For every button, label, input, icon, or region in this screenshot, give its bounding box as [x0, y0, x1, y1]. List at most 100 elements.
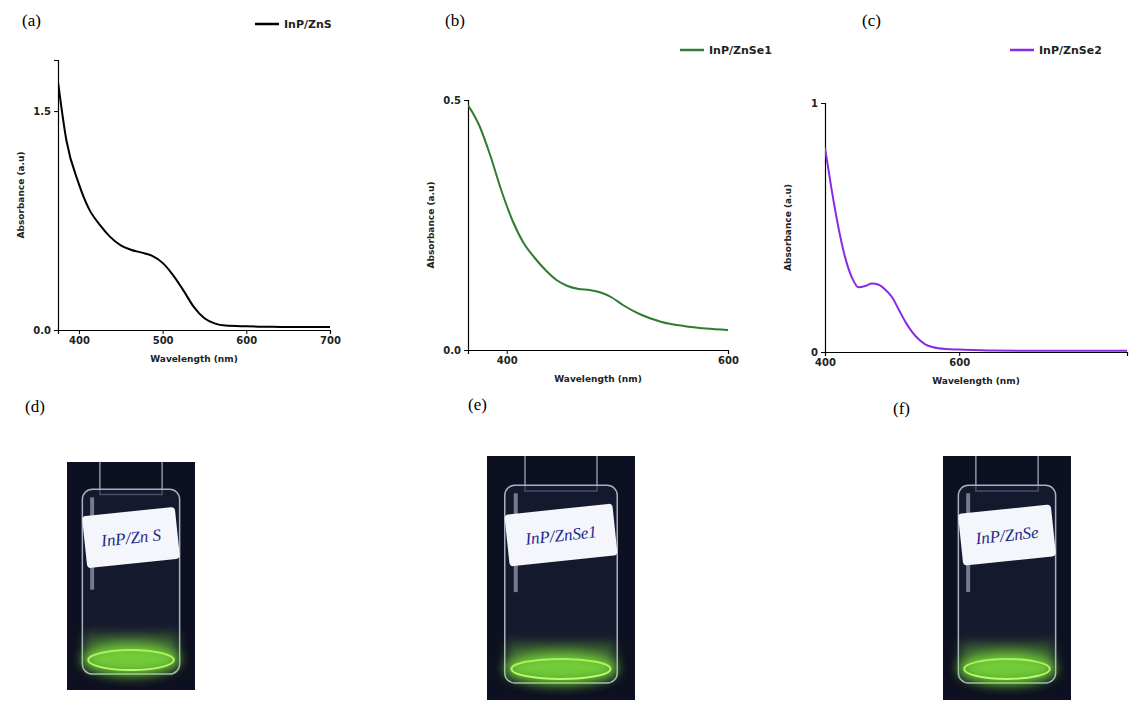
x-axis: 400 600 [469, 350, 739, 366]
legend-label: InP/ZnSe1 [709, 44, 772, 57]
legend: InP/ZnS [255, 18, 332, 31]
y-tick-mark [54, 111, 58, 112]
x-axis: 400 500 600 700 [59, 330, 341, 346]
plot-area [468, 105, 728, 330]
y-tick-label: 0.5 [443, 95, 461, 106]
photo-background [943, 456, 1071, 700]
x-tick: 600 [236, 330, 257, 346]
y-tick-label: 1.5 [33, 106, 51, 117]
x-tick: 400 [69, 330, 90, 346]
x-tick: 700 [320, 330, 341, 346]
y-tick: 0.5 [443, 95, 468, 106]
x-tick: 400 [497, 350, 518, 366]
spectrum-line [58, 82, 330, 327]
x-axis: 400 600 [815, 352, 1127, 368]
y-axis: 0.0 0.5 [443, 95, 468, 356]
y-tick: 0.0 [33, 325, 58, 336]
spectrum-line [825, 148, 1127, 351]
x-tick: 400 [815, 352, 836, 368]
x-tick: 600 [718, 350, 739, 366]
x-tick-label: 600 [718, 355, 739, 366]
vial-photo [943, 456, 1071, 700]
y-tick-label: 0.0 [443, 345, 461, 356]
chart-panel: 400 600 0.0 0.5 Wavelength (nm) Absorbance (a… [426, 44, 772, 384]
x-tick-label: 500 [153, 335, 174, 346]
y-tick-mark [54, 330, 58, 331]
legend-label: InP/ZnSe2 [1039, 44, 1102, 57]
y-axis-line [54, 61, 59, 331]
panel-letter: (e) [468, 395, 487, 414]
legend: InP/ZnSe1 [680, 44, 772, 57]
figure: 400 500 600 700 0.0 1.5 Wavelength (nm) Absorba… [0, 0, 1146, 711]
vial-liquid [960, 643, 1053, 671]
panel-letter: (a) [22, 11, 41, 30]
legend: InP/ZnSe2 [1010, 44, 1102, 57]
vial-liquid [84, 634, 177, 662]
vial-label-text: InP/ZnSe [974, 523, 1040, 549]
legend-swatch [680, 49, 704, 52]
vial-label-text: InP/Zn S [99, 525, 162, 550]
x-axis-title: Wavelength (nm) [554, 374, 642, 384]
x-tick-mark [330, 330, 331, 334]
photo-background [487, 456, 635, 700]
y-axis-title: Absorbance (a.u) [426, 181, 436, 268]
chart-panel: 400 600 0 1 Wavelength (nm) Absorbance (a.u) I… [783, 44, 1128, 386]
x-axis-title: Wavelength (nm) [932, 376, 1020, 386]
photo-background [67, 462, 195, 690]
x-tick-label: 700 [320, 335, 341, 346]
x-tick-label: 400 [497, 355, 518, 366]
legend-swatch [255, 23, 279, 26]
y-axis-line [821, 104, 826, 353]
x-tick-label: 400 [69, 335, 90, 346]
x-tick-mark [728, 350, 729, 354]
spectrum-line [468, 105, 728, 330]
y-axis: 0.0 1.5 [33, 61, 58, 336]
legend-label: InP/ZnS [284, 18, 332, 31]
vial-liquid [507, 643, 615, 671]
panel-letter: (c) [862, 11, 881, 30]
y-axis-line [464, 101, 469, 351]
x-axis-line [826, 353, 1128, 357]
plot-area [825, 148, 1127, 351]
y-tick-mark [821, 352, 825, 353]
y-tick-mark [464, 100, 468, 101]
plot-area [58, 82, 330, 327]
y-tick: 1 [811, 98, 825, 109]
x-tick: 600 [949, 352, 970, 368]
y-tick: 0 [811, 347, 825, 358]
chart-panel: 400 500 600 700 0.0 1.5 Wavelength (nm) Absorba… [16, 18, 341, 364]
vial-label-text: InP/ZnSe1 [523, 522, 597, 549]
vial-photo [487, 456, 635, 700]
y-axis-title: Absorbance (a.u) [783, 184, 793, 271]
y-tick-mark [464, 350, 468, 351]
vial-label [82, 507, 180, 568]
x-axis-line [469, 351, 729, 355]
x-tick-mark [959, 352, 960, 356]
vial-body [505, 485, 617, 683]
vial-label [504, 503, 617, 566]
x-tick-label: 600 [949, 357, 970, 368]
x-axis-title: Wavelength (nm) [150, 354, 238, 364]
x-axis-line [59, 331, 331, 335]
panel-letter: (b) [445, 11, 465, 30]
vial-body [958, 485, 1055, 683]
x-tick-mark [507, 350, 508, 354]
y-tick-label: 0 [811, 347, 818, 358]
y-tick-label: 1 [811, 98, 818, 109]
y-tick-label: 0.0 [33, 325, 51, 336]
x-tick-mark [79, 330, 80, 334]
panel-letter: (f) [893, 399, 910, 418]
x-tick-mark [246, 330, 247, 334]
vial-body [82, 489, 179, 674]
x-tick-mark [163, 330, 164, 334]
y-tick-mark [821, 103, 825, 104]
y-axis-title: Absorbance (a.u) [16, 151, 26, 238]
x-tick-label: 600 [236, 335, 257, 346]
vial-label [958, 504, 1056, 565]
vial-photo [67, 462, 195, 690]
x-tick: 500 [153, 330, 174, 346]
y-tick: 1.5 [33, 106, 58, 117]
legend-swatch [1010, 49, 1034, 52]
y-tick: 0.0 [443, 345, 468, 356]
panel-letter: (d) [25, 397, 45, 416]
